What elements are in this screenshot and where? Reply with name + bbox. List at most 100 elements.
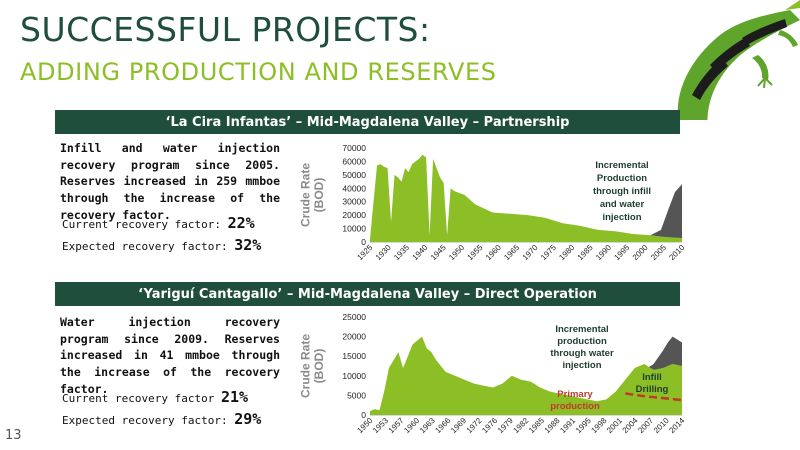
x-tick-label: 1991: [558, 416, 577, 435]
x-tick-label: 1972: [465, 416, 484, 435]
x-tick-label: 1975: [539, 243, 558, 262]
annotation-line: Production: [597, 173, 647, 184]
incremental-area: [648, 336, 682, 370]
current-recovery-label: Current recovery factor:: [62, 218, 221, 231]
x-tick-label: 2004: [621, 416, 640, 435]
annotation-line: Drilling: [636, 384, 669, 395]
expected-recovery-label: Expected recovery factor:: [62, 240, 228, 253]
incremental-area: [650, 184, 682, 238]
x-tick-label: 2005: [649, 243, 668, 262]
x-tick-label: 2010: [667, 243, 686, 262]
x-tick-label: 1995: [574, 416, 593, 435]
annotation-line: through infill: [593, 186, 651, 197]
annotation-line: injection: [562, 360, 601, 371]
x-tick-label: 2001: [605, 416, 624, 435]
annotation-line: Incremental: [595, 160, 648, 171]
current-recovery-value: 22%: [227, 214, 255, 232]
expected-recovery-value: 29%: [234, 410, 262, 428]
y-axis-label: Crude Rate(BOD): [299, 163, 326, 227]
y-tick-label: 70000: [342, 143, 366, 153]
chart-svg: Crude Rate(BOD) 25000 20000 15000 10000 5000 0…: [299, 312, 687, 435]
x-tick-label: 2010: [652, 416, 671, 435]
annotation-line: through water: [550, 348, 614, 359]
annotation-line: Primary: [557, 389, 593, 400]
x-tick-label: 1998: [589, 416, 608, 435]
primary-production-annotation: Primary production: [550, 389, 600, 412]
x-tick-label: 2000: [631, 243, 650, 262]
y-tick-label: 50000: [342, 170, 366, 180]
x-tick-label: 1963: [418, 416, 437, 435]
x-tick-label: 1985: [527, 416, 546, 435]
y-tick-label: 40000: [342, 183, 366, 193]
expected-recovery-value: 32%: [234, 236, 262, 254]
gecko-icon: [640, 0, 800, 130]
y-axis-label-line: (BOD): [312, 349, 326, 384]
annotation-line: Incremental: [555, 324, 608, 335]
infill-drilling-annotation: Infill Drilling: [636, 372, 669, 395]
expected-recovery-factor: Expected recovery factor: 29%: [62, 410, 261, 428]
x-tick-label: 1985: [576, 243, 595, 262]
current-recovery-value: 21%: [220, 388, 249, 406]
x-tick-label: 1925: [355, 243, 374, 262]
x-tick-label: 1990: [594, 243, 613, 262]
x-tick-label: 1945: [429, 243, 448, 262]
x-tick-label: 1995: [612, 243, 631, 262]
x-tick-label: 1953: [371, 416, 390, 435]
y-axis-label-line: Crude Rate: [299, 163, 313, 227]
annotation-line: production: [557, 336, 607, 347]
primary-decline-line: [625, 392, 683, 402]
x-tick-label: 1940: [411, 243, 430, 262]
page-number: 13: [5, 428, 22, 443]
annotation-line: injection: [602, 212, 641, 223]
section-banner: ‘La Cira Infantas’ – Mid-Magdalena Valle…: [55, 110, 680, 134]
y-tick-label: 30000: [342, 197, 366, 207]
y-tick-label: 10000: [342, 224, 366, 234]
annotation-line: Infill: [642, 372, 662, 383]
y-tick-label: 20000: [342, 332, 366, 342]
x-tick-label: 1960: [402, 416, 421, 435]
annotation-line: production: [550, 401, 600, 412]
y-tick-label: 60000: [342, 156, 366, 166]
x-tick-label: 1955: [466, 243, 485, 262]
x-tick-label: 1988: [543, 416, 562, 435]
primary-area: [370, 154, 682, 242]
x-tick-label: 2014: [667, 416, 686, 435]
production-chart-la-cira: Crude Rate(BOD) 70000 60000 50000 40000 30000…: [290, 138, 687, 280]
y-tick-label: 25000: [342, 312, 366, 322]
y-tick-label: 0: [361, 237, 366, 247]
x-tick-label: 1950: [355, 416, 374, 435]
x-tick-label: 1970: [521, 243, 540, 262]
section-banner: ‘Yariguí Cantagallo’ – Mid-Magdalena Val…: [55, 282, 680, 306]
x-tick-label: 1969: [449, 416, 468, 435]
y-tick-label: 10000: [342, 371, 366, 381]
x-tick-label: 1965: [502, 243, 521, 262]
slide-title: SUCCESSFUL PROJECTS:: [20, 10, 431, 49]
chart-svg: Crude Rate(BOD) 70000 60000 50000 40000 30000…: [299, 143, 687, 262]
expected-recovery-label: Expected recovery factor:: [62, 414, 228, 427]
x-tick-label: 1957: [387, 416, 406, 435]
y-axis-label: Crude Rate(BOD): [299, 334, 326, 398]
x-tick-label: 1982: [511, 416, 530, 435]
x-tick-label: 1935: [392, 243, 411, 262]
y-axis-label-line: (BOD): [312, 178, 326, 213]
section-description: Water injection recovery program since 2…: [60, 315, 280, 396]
current-recovery-factor: Current recovery factor 21%: [62, 388, 248, 406]
water-injection-annotation: Incremental production through water inject…: [550, 324, 614, 371]
current-recovery-label: Current recovery factor: [62, 392, 215, 405]
x-tick-label: 1976: [480, 416, 499, 435]
x-tick-label: 1930: [374, 243, 393, 262]
x-tick-label: 1966: [433, 416, 452, 435]
production-chart-yarigui: Crude Rate(BOD) 25000 20000 15000 10000 5000 0…: [290, 308, 687, 450]
y-tick-label: 20000: [342, 210, 366, 220]
x-tick-label: 2007: [636, 416, 655, 435]
current-recovery-factor: Current recovery factor: 22%: [62, 214, 255, 232]
incremental-annotation: Incremental Production through infill and w…: [593, 160, 651, 223]
x-tick-label: 1980: [557, 243, 576, 262]
expected-recovery-factor: Expected recovery factor: 32%: [62, 236, 261, 254]
y-tick-label: 0: [361, 410, 366, 420]
section-description: Infill and water injection recovery prog…: [60, 141, 280, 222]
x-tick-label: 1950: [447, 243, 466, 262]
annotation-line: and water: [600, 199, 645, 210]
y-axis-label-line: Crude Rate: [299, 334, 313, 398]
primary-area: [370, 336, 682, 415]
